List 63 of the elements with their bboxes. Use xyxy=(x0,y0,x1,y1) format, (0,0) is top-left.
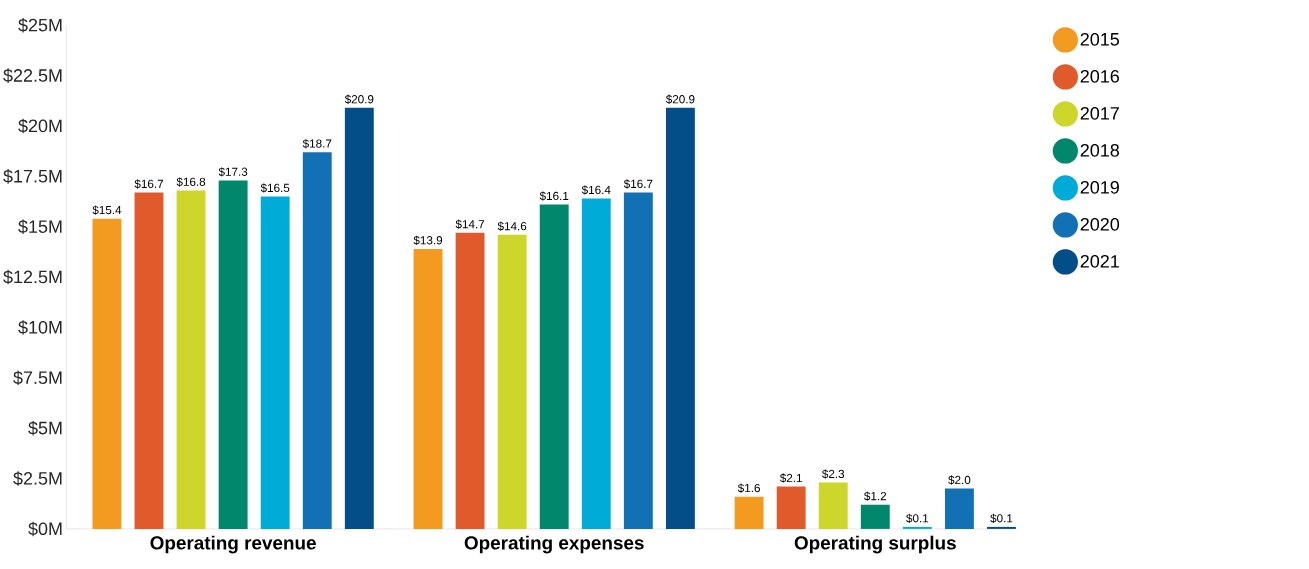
data-label: $16.7 xyxy=(134,179,164,189)
bar xyxy=(581,198,611,530)
data-label: $14.7 xyxy=(455,219,485,230)
y-tick-label: $0M xyxy=(28,521,62,537)
bar xyxy=(944,488,974,530)
data-label: $0.1 xyxy=(990,513,1013,524)
bar xyxy=(413,249,443,530)
y-tick-label: $25M xyxy=(18,18,62,33)
y-tick-label: $17.5M xyxy=(3,169,62,184)
data-label: $2.0 xyxy=(948,475,971,486)
y-tick-label: $2.5M xyxy=(13,471,62,487)
data-label: $2.1 xyxy=(779,473,802,483)
legend-label: 2021 xyxy=(1080,255,1119,268)
x-tick-label: Operating surplus xyxy=(794,535,956,554)
bar xyxy=(623,192,653,530)
bar xyxy=(776,486,806,530)
data-label: $16.1 xyxy=(539,191,569,201)
data-label: $17.3 xyxy=(218,167,248,177)
bar xyxy=(818,482,848,530)
bar xyxy=(218,180,248,530)
bar xyxy=(455,232,485,530)
bar xyxy=(734,496,764,530)
bar xyxy=(176,190,206,530)
x-tick-label: Operating revenue xyxy=(150,535,316,554)
y-tick-label: $10M xyxy=(18,320,62,335)
data-label: $2.3 xyxy=(821,469,845,479)
data-label: $14.6 xyxy=(497,221,527,232)
y-tick-label: $20M xyxy=(18,118,62,134)
bar xyxy=(902,527,932,530)
data-label: $13.9 xyxy=(413,235,443,246)
data-label: $1.6 xyxy=(737,483,760,494)
bar xyxy=(987,527,1016,530)
legend-label: 2016 xyxy=(1080,70,1119,83)
x-tick-label: Operating expenses xyxy=(464,535,644,554)
y-tick-label: $22.5M xyxy=(3,68,62,84)
y-tick-label: $5M xyxy=(28,421,62,436)
data-label: $0.1 xyxy=(906,513,929,524)
bar xyxy=(92,218,122,530)
bar xyxy=(302,152,332,530)
bar xyxy=(260,196,290,530)
legend-label: 2015 xyxy=(1080,33,1120,46)
bar xyxy=(344,108,374,530)
data-label: $15.4 xyxy=(92,205,122,216)
bar xyxy=(665,108,695,530)
y-tick-label: $15M xyxy=(18,219,62,235)
data-label: $20.9 xyxy=(344,94,374,105)
data-label: $16.4 xyxy=(581,185,611,195)
data-label: $16.7 xyxy=(623,179,653,189)
bar xyxy=(134,192,164,530)
bar xyxy=(497,234,527,530)
legend-label: 2020 xyxy=(1080,218,1120,231)
bar xyxy=(860,504,890,530)
legend-label: 2017 xyxy=(1080,107,1119,120)
data-label: $16.8 xyxy=(176,177,206,187)
data-label: $18.7 xyxy=(302,139,332,149)
data-label: $20.9 xyxy=(665,94,695,105)
data-label: $1.2 xyxy=(864,491,887,502)
bar xyxy=(539,204,569,530)
data-label: $16.5 xyxy=(260,183,290,193)
y-tick-label: $12.5M xyxy=(3,270,62,285)
y-tick-label: $7.5M xyxy=(13,370,62,386)
legend-label: 2018 xyxy=(1080,144,1120,157)
legend-label: 2019 xyxy=(1080,181,1119,194)
